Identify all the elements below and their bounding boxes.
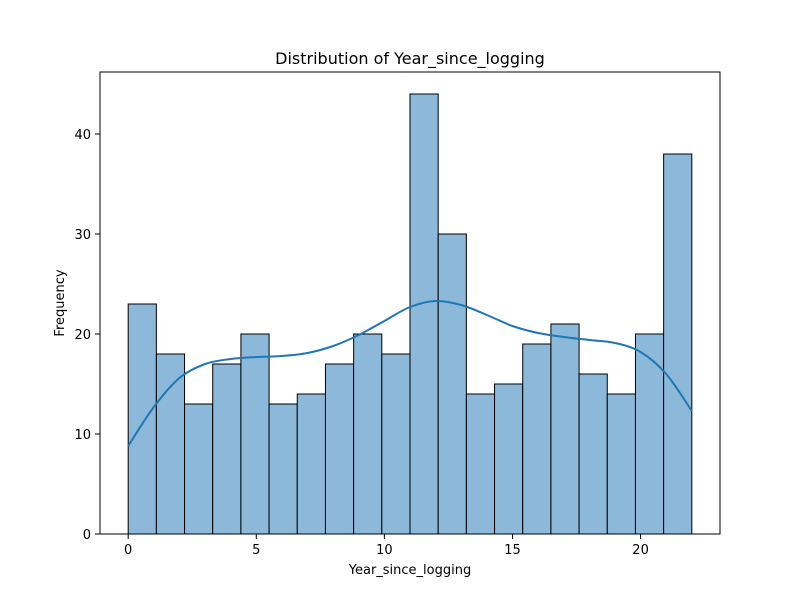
histogram-bar <box>494 383 524 535</box>
histogram-bar <box>663 153 693 535</box>
histogram-bar <box>268 403 298 535</box>
x-tick-label: 5 <box>252 543 260 558</box>
x-axis-ticks: 0 5 10 15 20 <box>124 534 649 558</box>
y-axis-label: Frequency <box>53 269 68 336</box>
y-axis-ticks: 0 10 20 30 40 <box>74 128 100 543</box>
histogram-bar <box>155 353 186 535</box>
kde-line <box>127 299 693 447</box>
histogram-bar <box>465 393 496 535</box>
y-tick-label: 30 <box>74 228 91 243</box>
histogram-bar <box>522 343 552 535</box>
histogram-bar <box>409 93 439 535</box>
histogram-bar <box>634 333 665 535</box>
x-axis-label: Year_since_logging <box>348 563 471 578</box>
histogram-bar <box>324 363 355 535</box>
histogram-bar <box>240 333 270 535</box>
histogram-bar <box>606 393 636 535</box>
x-tick-label: 15 <box>504 543 521 558</box>
histogram-bar <box>437 233 467 535</box>
histogram-bar <box>296 393 326 535</box>
x-tick-label: 20 <box>632 543 649 558</box>
x-tick-label: 0 <box>124 543 132 558</box>
y-tick-label: 40 <box>74 128 91 143</box>
y-tick-label: 20 <box>74 328 91 343</box>
y-tick-label: 0 <box>83 528 91 543</box>
histogram-bar <box>578 373 608 535</box>
histogram-bar <box>550 323 580 535</box>
x-tick-label: 10 <box>376 543 393 558</box>
histogram-bar <box>127 303 157 535</box>
histogram-bar <box>212 363 242 535</box>
y-tick-label: 10 <box>74 428 91 443</box>
histogram-bars <box>127 93 693 535</box>
histogram-bar <box>381 353 411 535</box>
plot-frame <box>99 71 721 535</box>
histogram-bar <box>353 333 383 535</box>
chart-title: Distribution of Year_since_logging <box>275 49 545 69</box>
kde-curve-group <box>127 299 693 447</box>
histogram-bar <box>184 403 214 535</box>
